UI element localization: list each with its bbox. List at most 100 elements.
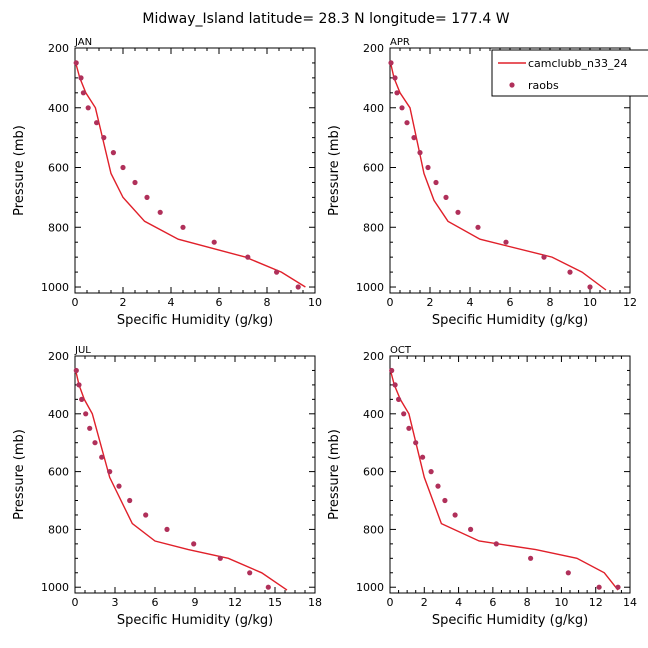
obs-point (274, 269, 280, 275)
obs-point (587, 284, 593, 290)
x-tick-label: 6 (152, 596, 159, 609)
model-line-jan (75, 62, 306, 288)
obs-point (452, 512, 458, 518)
plot-frame (74, 355, 316, 594)
y-tick-label: 200 (363, 42, 384, 55)
obs-point (78, 75, 84, 81)
obs-point (110, 150, 116, 156)
x-tick-label: 2 (427, 296, 434, 309)
y-tick-label: 200 (48, 350, 69, 363)
y-tick-label: 400 (48, 408, 69, 421)
y-tick-label: 600 (363, 162, 384, 175)
obs-point (541, 254, 547, 260)
obs-point (388, 60, 394, 66)
legend-model-label: camclubb_n33_24 (528, 57, 628, 70)
x-tick-label: 6 (507, 296, 514, 309)
obs-point (116, 483, 122, 489)
obs-point (425, 164, 431, 171)
y-tick-label: 400 (48, 102, 69, 115)
obs-point (191, 541, 197, 547)
y-tick-label: 800 (363, 221, 384, 234)
obs-point (265, 584, 271, 590)
x-tick-label: 3 (112, 596, 119, 609)
x-axis-label: Specific Humidity (g/kg) (432, 613, 588, 628)
panel-apr: APR 0 2 4 6 8 10 12 200 400 600 800 1000 Specific Hum… (327, 37, 637, 328)
x-tick-label: 8 (524, 596, 531, 609)
obs-point (435, 483, 441, 489)
y-tick-label: 600 (48, 162, 69, 175)
plot-frame (389, 355, 631, 594)
x-tick-label: 8 (547, 296, 554, 309)
obs-point (80, 90, 86, 96)
obs-point (404, 120, 410, 126)
x-tick-label: 18 (308, 596, 322, 609)
obs-point (503, 239, 509, 245)
x-tick-label: 4 (168, 296, 175, 309)
obs-point (295, 284, 301, 290)
y-axis-label: Pressure (mb) (12, 429, 27, 520)
obs-point (396, 396, 402, 402)
obs-point (392, 382, 398, 388)
obs-point (247, 570, 253, 576)
legend-box (491, 49, 648, 97)
y-tick-label: 1000 (41, 581, 69, 594)
obs-point (101, 135, 107, 141)
y-axis-label: Pressure (mb) (327, 429, 342, 520)
obs-point (411, 135, 417, 141)
obs-point (615, 584, 621, 590)
panel-jan: JAN 0 2 4 6 8 10 200 400 600 800 1000 Specific Humid… (12, 37, 322, 328)
obs-point (401, 411, 407, 417)
x-tick-label: 4 (467, 296, 474, 309)
model-line-jul (75, 370, 288, 591)
obs-point (394, 90, 400, 96)
x-tick-label: 12 (589, 596, 603, 609)
x-tick-label: 15 (268, 596, 282, 609)
x-tick-label: 4 (455, 596, 462, 609)
obs-point (143, 512, 149, 518)
x-tick-label: 10 (554, 596, 568, 609)
model-line-oct (389, 370, 619, 591)
panel-oct: OCT 0 2 4 6 8 10 12 14 200 400 600 800 1000 Specific H… (327, 345, 637, 628)
obs-point (567, 269, 573, 275)
x-tick-label: 0 (387, 596, 394, 609)
x-tick-label: 0 (72, 596, 79, 609)
obs-point (180, 224, 186, 230)
x-tick-label: 10 (308, 296, 322, 309)
x-tick-label: 9 (192, 596, 199, 609)
y-tick-label: 200 (363, 350, 384, 363)
y-tick-label: 1000 (356, 281, 384, 294)
legend-obs-swatch (509, 82, 515, 88)
obs-point (79, 396, 85, 402)
y-tick-label: 400 (363, 102, 384, 115)
legend-obs-label: raobs (528, 79, 559, 92)
obs-point (389, 367, 395, 374)
y-axis-label: Pressure (mb) (12, 125, 27, 216)
y-tick-label: 800 (363, 523, 384, 536)
obs-point (76, 382, 82, 388)
model-line-apr (389, 62, 607, 291)
x-tick-label: 2 (120, 296, 127, 309)
obs-point (211, 239, 217, 245)
obs-point (596, 584, 602, 590)
obs-point (73, 367, 79, 374)
obs-point (468, 526, 474, 533)
x-axis-label: Specific Humidity (g/kg) (117, 613, 273, 628)
x-tick-label: 12 (228, 596, 242, 609)
obs-point (565, 570, 571, 576)
obs-point (417, 150, 423, 156)
obs-point (73, 60, 79, 66)
obs-point (87, 425, 93, 431)
obs-point (392, 75, 398, 81)
obs-point (107, 469, 113, 475)
x-tick-label: 0 (72, 296, 79, 309)
obs-point (433, 179, 439, 186)
obs-point (92, 440, 98, 446)
obs-point (443, 194, 449, 200)
obs-point (120, 164, 126, 171)
panel-title: APR (390, 37, 410, 48)
obs-point (144, 194, 150, 200)
obs-point (85, 105, 91, 111)
y-tick-label: 200 (48, 42, 69, 55)
obs-point (399, 105, 405, 111)
